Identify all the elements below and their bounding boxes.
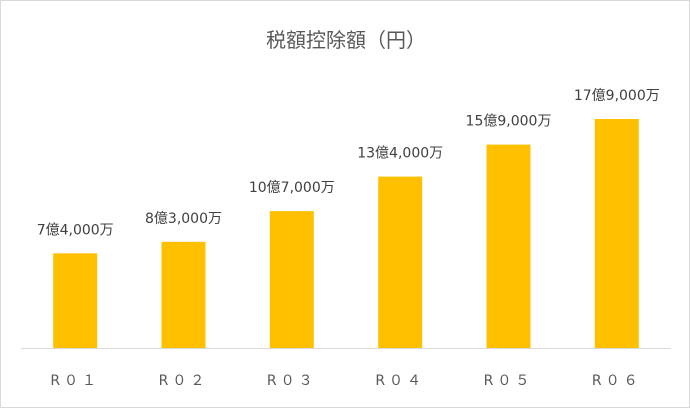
- bars-group: [53, 119, 639, 348]
- data-label-2: 8億3,000万: [145, 211, 222, 227]
- tick-labels-group: R０１ R０２ R０３ R０４ R０５ R０６: [50, 373, 642, 389]
- chart-title: 税額控除額（円）: [266, 28, 426, 52]
- x-tick-label-6: R０６: [592, 373, 642, 389]
- bar-2: [161, 241, 206, 348]
- x-tick-label-4: R０４: [375, 373, 425, 389]
- bar-6: [594, 119, 639, 348]
- data-label-5: 15億9,000万: [466, 114, 552, 130]
- bar-1: [53, 253, 98, 348]
- data-label-1: 7億4,000万: [37, 222, 114, 238]
- data-label-6: 17億9,000万: [574, 88, 660, 104]
- data-label-3: 10億7,000万: [249, 180, 335, 196]
- bar-3: [269, 211, 314, 348]
- data-label-4: 13億4,000万: [357, 146, 443, 162]
- bar-5: [486, 144, 531, 348]
- x-tick-label-2: R０２: [159, 373, 209, 389]
- x-tick-label-3: R０３: [267, 373, 317, 389]
- x-tick-label-5: R０５: [484, 373, 534, 389]
- data-labels-group: 7億4,000万 8億3,000万 10億7,000万 13億4,000万 15億9,0…: [37, 88, 660, 238]
- x-tick-label-1: R０１: [50, 373, 100, 389]
- bar-4: [378, 176, 423, 348]
